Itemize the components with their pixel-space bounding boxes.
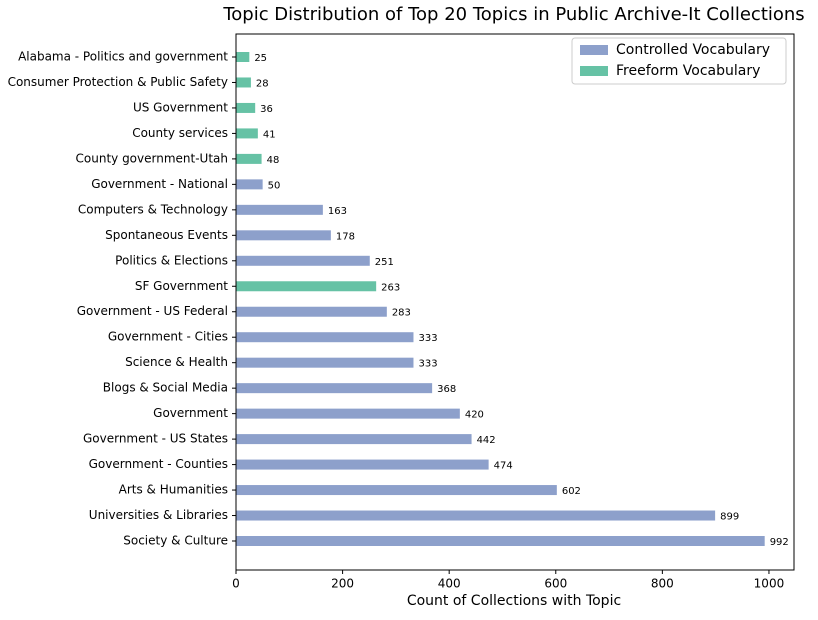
y-tick-label: Computers & Technology (78, 202, 228, 216)
value-label: 50 (268, 180, 281, 191)
value-label: 602 (562, 486, 581, 497)
y-tick-label: Science & Health (125, 355, 228, 369)
legend-label: Freeform Vocabulary (616, 63, 760, 79)
x-axis-label: Count of Collections with Topic (407, 593, 621, 609)
legend-label: Controlled Vocabulary (616, 42, 770, 58)
value-label: 333 (418, 333, 437, 344)
value-label: 163 (328, 206, 347, 217)
value-label: 28 (256, 78, 269, 89)
value-label: 474 (494, 461, 513, 472)
x-tick-label: 0 (232, 577, 240, 591)
y-tick-label: SF Government (135, 279, 228, 293)
bar (236, 332, 414, 343)
y-tick-label: US Government (133, 100, 228, 114)
y-tick-label: Arts & Humanities (119, 483, 228, 497)
bar (236, 102, 256, 113)
value-label: 283 (392, 308, 411, 319)
bar (236, 153, 262, 164)
legend-box (571, 37, 787, 85)
chart-title: Topic Distribution of Top 20 Topics in P… (222, 4, 804, 25)
y-tick-label: Society & Culture (123, 534, 228, 548)
y-tick-label: Government (153, 406, 228, 420)
bar (236, 510, 716, 521)
y-tick-label: Consumer Protection & Public Safety (8, 75, 228, 89)
x-tick-label: 400 (438, 577, 461, 591)
value-label: 899 (720, 512, 739, 523)
y-tick-label: Alabama - Politics and government (18, 50, 228, 64)
bar (236, 255, 370, 266)
value-label: 36 (260, 104, 273, 115)
y-tick-label: Government - US Federal (77, 304, 228, 318)
bar (236, 485, 557, 496)
y-tick-label: Government - Counties (89, 457, 228, 471)
x-tick-label: 800 (651, 577, 674, 591)
value-label: 992 (770, 537, 789, 548)
bar (236, 459, 489, 470)
bar (236, 408, 460, 419)
y-tick-label: Universities & Libraries (89, 508, 228, 522)
y-tick-label: County services (132, 126, 228, 140)
value-label: 442 (477, 435, 496, 446)
bar (236, 434, 472, 445)
y-tick-label: Government - National (91, 177, 228, 191)
bar (236, 281, 377, 292)
bar (236, 128, 258, 139)
x-tick-label: 600 (544, 577, 567, 591)
bar (236, 179, 263, 190)
value-label: 178 (336, 231, 355, 242)
y-tick-label: Government - US States (83, 432, 228, 446)
bar (236, 52, 250, 62)
legend-swatch (580, 66, 608, 76)
y-tick-label: Blogs & Social Media (103, 381, 228, 395)
plot-frame (235, 33, 795, 571)
y-tick-label: Government - Cities (108, 330, 228, 344)
value-label: 251 (375, 257, 394, 268)
bar (236, 536, 765, 546)
bar (236, 357, 414, 368)
x-tick-label: 1000 (754, 577, 785, 591)
bar (236, 383, 433, 394)
y-tick-label: County government-Utah (76, 151, 228, 165)
legend-swatch (580, 45, 608, 55)
bar (236, 230, 331, 241)
value-label: 48 (267, 155, 280, 166)
y-tick-label: Spontaneous Events (105, 228, 228, 242)
value-label: 333 (418, 359, 437, 370)
y-tick-label: Politics & Elections (115, 253, 228, 267)
value-label: 368 (437, 384, 456, 395)
bar (236, 77, 251, 88)
value-label: 25 (254, 53, 267, 64)
bar (236, 306, 387, 317)
value-label: 263 (381, 282, 400, 293)
value-label: 420 (465, 410, 484, 421)
bar (236, 204, 323, 215)
value-label: 41 (263, 129, 276, 140)
x-tick-label: 200 (331, 577, 354, 591)
